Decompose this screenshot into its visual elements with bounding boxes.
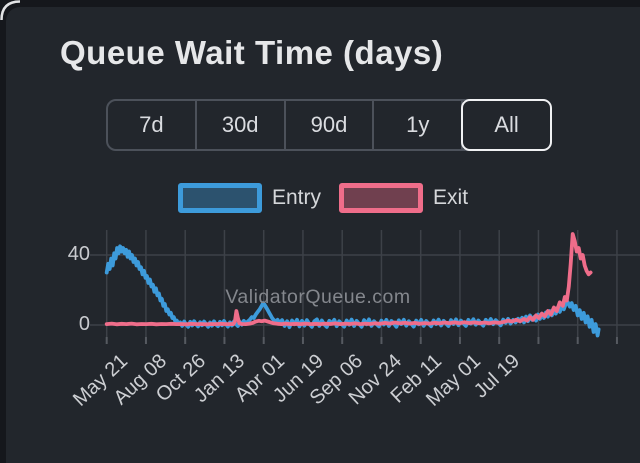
exit-legend-label[interactable]: Exit [433,186,469,209]
outer-card-corner-border [0,0,21,21]
watermark: ValidatorQueue.com [225,286,411,308]
exit-legend-swatch[interactable] [339,183,424,213]
y-axis-label-40: 40 [67,243,90,265]
page-title: Queue Wait Time (days) [60,34,444,71]
range-button-30d[interactable]: 30d [197,101,286,149]
y-axis-label-0: 0 [78,313,90,335]
exit-series-line [104,232,593,327]
time-range-selector: 7d 30d 90d 1y All [106,99,552,151]
queue-wait-chart[interactable]: 40 0 ValidatorQueue.com May 21 Aug 08 Oct … [6,222,640,463]
chart-legend: Entry Exit [178,183,468,213]
queue-wait-time-card: Queue Wait Time (days) 7d 30d 90d 1y All… [6,7,640,463]
entry-legend-swatch[interactable] [178,183,262,213]
range-button-7d[interactable]: 7d [108,101,197,149]
range-button-1y[interactable]: 1y [374,101,464,149]
range-button-90d[interactable]: 90d [286,101,375,149]
range-button-all[interactable]: All [461,99,552,151]
entry-legend-label[interactable]: Entry [272,186,322,209]
chart-canvas[interactable] [6,222,640,352]
